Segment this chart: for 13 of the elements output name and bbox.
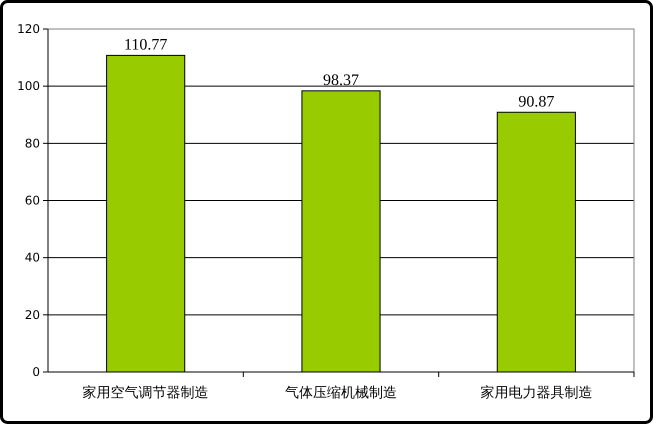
x-tick-label: 家用空气调节器制造	[82, 385, 209, 401]
y-tick-label: 60	[24, 194, 40, 208]
y-tick-label: 40	[24, 250, 40, 265]
x-tick-label: 气体压缩机械制造	[285, 385, 397, 401]
x-tick-label: 家用电力器具制造	[480, 385, 592, 401]
data-label: 110.77	[124, 36, 168, 54]
y-tick-label: 20	[24, 308, 40, 322]
y-tick-label: 80	[24, 136, 40, 150]
data-label: 90.87	[518, 93, 554, 110]
y-tick-label: 0	[32, 365, 40, 379]
y-tick-label: 100	[17, 79, 40, 94]
y-tick-label: 120	[17, 22, 40, 36]
data-label: 98.37	[323, 72, 359, 89]
